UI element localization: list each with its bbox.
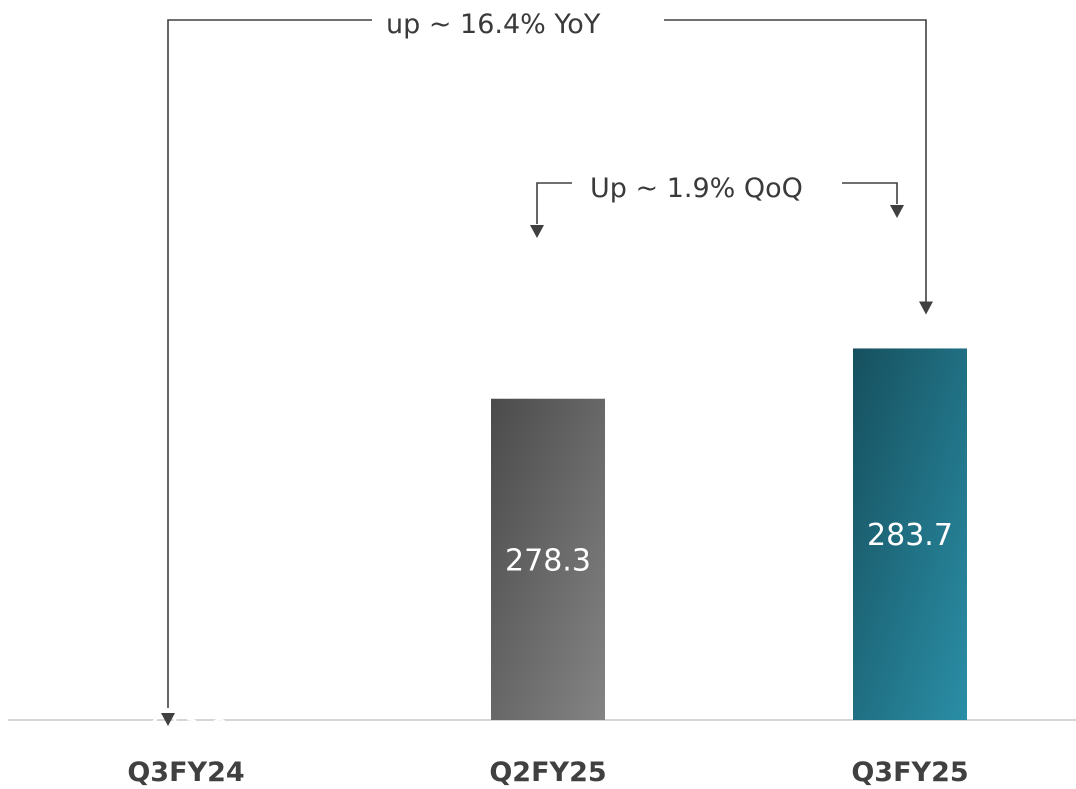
yoy-arrowhead-left xyxy=(161,713,175,727)
qoq-annotation: Up ~ 1.9% QoQ xyxy=(530,173,904,238)
bars-layer xyxy=(491,348,967,720)
yoy-connector-right xyxy=(664,19,927,302)
bar-q2fy25 xyxy=(491,398,605,720)
category-label-q3fy25: Q3FY25 xyxy=(851,757,968,788)
data-label-q2fy25: 278.3 xyxy=(505,543,591,578)
bar-q3fy25 xyxy=(853,348,967,720)
category-label-q2fy25: Q2FY25 xyxy=(489,757,606,788)
category-label-q3fy24: Q3FY24 xyxy=(127,757,244,788)
qoq-connector-left xyxy=(536,182,572,224)
labels-layer: 243.8 Q3FY24 278.3 Q2FY25 283.7 Q3FY25 xyxy=(127,518,968,788)
yoy-annotation-text: up ~ 16.4% YoY xyxy=(386,9,601,40)
qoq-connector-right xyxy=(842,182,898,204)
qoq-arrowhead-left xyxy=(530,225,544,238)
data-label-q3fy24: 243.8 xyxy=(143,704,229,739)
yoy-connector-left xyxy=(167,19,372,709)
yoy-arrowhead-right xyxy=(919,301,933,315)
yoy-annotation: up ~ 16.4% YoY xyxy=(161,9,933,727)
data-label-q3fy25: 283.7 xyxy=(867,518,953,553)
qoq-arrowhead-right xyxy=(890,205,904,218)
qoq-annotation-text: Up ~ 1.9% QoQ xyxy=(590,173,803,204)
